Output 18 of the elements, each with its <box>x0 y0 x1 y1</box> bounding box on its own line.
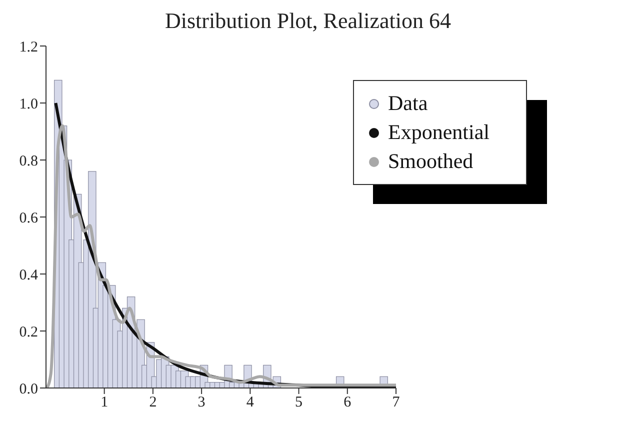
y-tick-label: 1.0 <box>19 96 38 112</box>
x-tick-label: 4 <box>246 394 254 411</box>
x-tick-label: 2 <box>149 394 157 411</box>
x-tick-label: 5 <box>295 394 303 411</box>
y-tick-label: 1.2 <box>19 39 38 56</box>
chart-title: Distribution Plot, Realization 64 <box>164 8 452 35</box>
x-tick-label: 3 <box>198 394 206 411</box>
legend-label: Smoothed <box>388 148 474 175</box>
y-tick-label: 0.8 <box>19 153 38 170</box>
x-tick-label: 6 <box>344 394 352 411</box>
legend-label: Exponential <box>388 119 490 146</box>
legend-label: Data <box>388 90 428 117</box>
x-tick-label: 7 <box>392 394 400 411</box>
y-tick-label: 0.2 <box>19 324 38 340</box>
x-tick-label: 1 <box>100 394 108 411</box>
y-tick-label: 0.4 <box>19 267 38 284</box>
y-tick-label: 0.0 <box>19 381 38 398</box>
y-tick-label: 0.6 <box>19 210 38 226</box>
